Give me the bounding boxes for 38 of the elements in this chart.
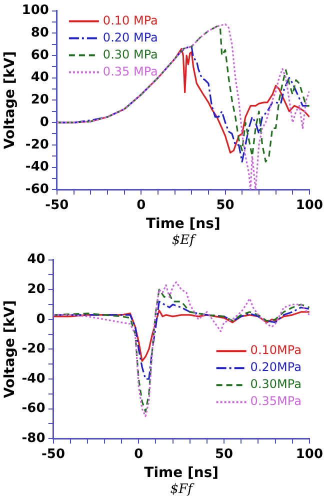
y-axis-title: Voltage [kV] <box>2 300 18 398</box>
x-axis-title: Time [ns] <box>144 465 219 482</box>
y-tick-label: 0 <box>40 114 49 130</box>
x-tick-label: -50 <box>42 446 66 462</box>
text: $Ff <box>170 482 195 497</box>
y-tick-label: -20 <box>25 137 49 152</box>
y-tick-label: 40 <box>27 252 46 268</box>
x-tick-label: -50 <box>45 198 69 213</box>
y-tick-label: 20 <box>27 282 46 297</box>
x-tick-label: 50 <box>216 198 234 213</box>
legend-label: 0.20MPa <box>250 360 302 374</box>
y-tick-label: -60 <box>25 182 49 197</box>
legend-label: 0.35MPa <box>250 394 302 408</box>
y-tick-label: 40 <box>30 70 49 86</box>
x-axis-title: Time [ns] <box>146 216 220 232</box>
x-tick-label: 100 <box>296 446 323 462</box>
legend-label: 0.10 MPa <box>102 13 158 28</box>
x-tick-label: 50 <box>215 446 234 462</box>
y-tick-label: 20 <box>30 92 49 108</box>
y-axis-title: Voltage [kV] <box>2 51 18 150</box>
x-tick-label: 0 <box>134 446 144 462</box>
legend-label: 0.35 MPa <box>102 64 158 78</box>
legend-label: 0.10MPa <box>250 343 302 358</box>
y-tick-label: 80 <box>30 26 49 41</box>
y-tick-label: -60 <box>22 401 46 416</box>
text: $Ef <box>172 232 197 248</box>
x-tick-label: 100 <box>296 198 323 213</box>
y-tick-label: 100 <box>22 3 49 18</box>
y-tick-label: 0 <box>36 312 46 327</box>
legend-label: 0.30MPa <box>250 377 302 392</box>
y-tick-label: -40 <box>25 160 49 175</box>
y-tick-label: -80 <box>22 430 46 446</box>
y-tick-label: 60 <box>30 48 49 63</box>
y-tick-label: -20 <box>22 342 46 357</box>
legend-label: 0.30 MPa <box>102 47 158 62</box>
y-tick-label: -40 <box>22 371 46 386</box>
legend-label: 0.20 MPa <box>102 30 158 44</box>
x-tick-label: 0 <box>136 198 146 213</box>
